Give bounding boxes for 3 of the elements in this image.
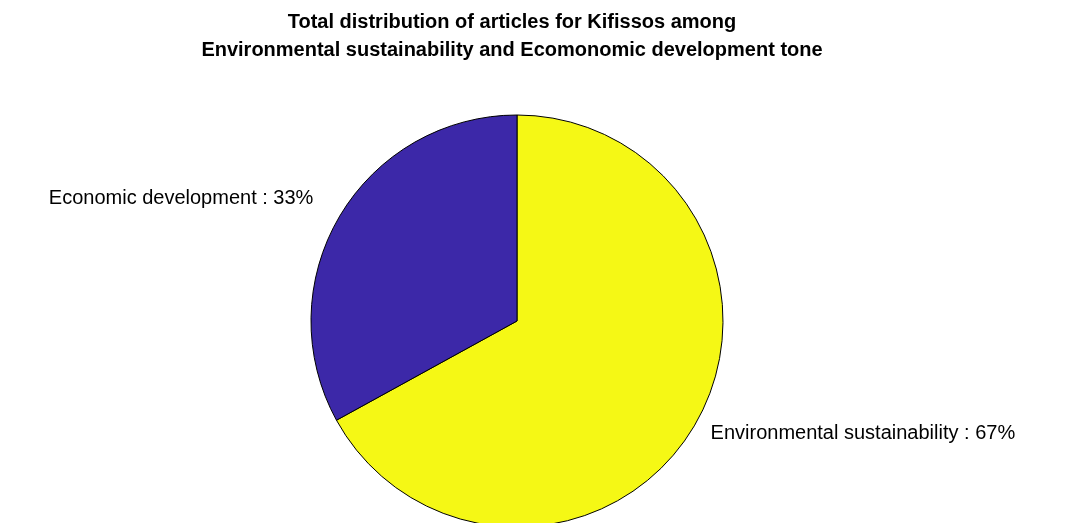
slice-label: Environmental sustainability : 67% bbox=[710, 420, 1016, 443]
chart-title: Total distribution of articles for Kifissos among Environmental sustainability and Ecomonomic development tone bbox=[201, 10, 823, 60]
slice-label: Economic development : 33% bbox=[48, 185, 314, 208]
